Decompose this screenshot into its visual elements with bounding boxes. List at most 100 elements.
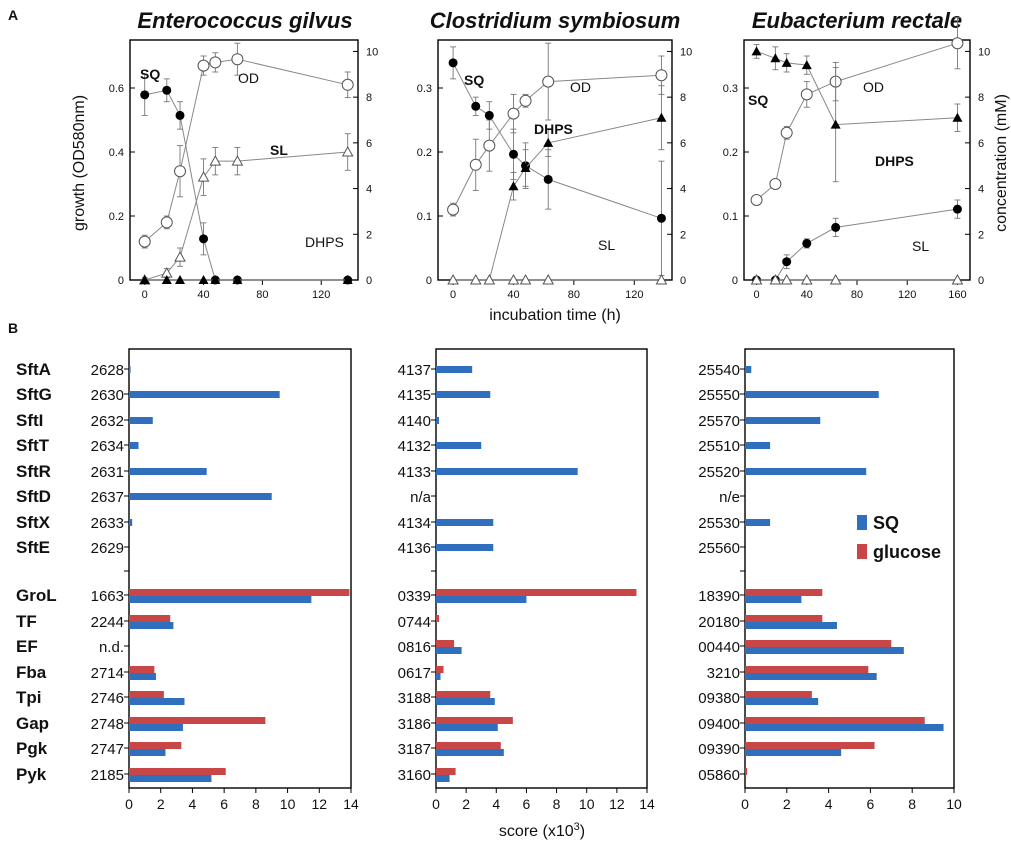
data-point [174,251,186,262]
category-label: 0744 [398,614,431,631]
data-point [769,178,782,190]
plot-frame [128,348,352,789]
category-label: 2634 [91,438,124,455]
data-point [543,174,553,184]
x-tick-label: 0 [753,289,759,301]
protein-label-pgk: Pgk [16,739,48,758]
x-tick-label: 160 [948,289,966,301]
y-tick-label: 0.2 [417,147,432,159]
series-label-od: OD [863,79,884,95]
category-label: 2748 [91,716,124,733]
bar-sq [436,698,495,705]
bar-charts: 0 2 4 6 8 10 12 1426282630263226342631263726332… [91,348,962,812]
data-point [342,275,353,284]
bar-glucose [745,717,925,724]
legend-swatch-sq [857,515,867,530]
bar-sq [745,366,752,373]
protein-label-sftx: SftX [16,513,51,532]
data-point [952,204,962,214]
bar-sq [436,596,527,603]
line-chart-2: Clostridium symbiosum 0 0.1 0.2 0.3 0 2 4 6 8 10 0 4… [417,8,693,324]
data-point [655,273,668,285]
category-label: 18390 [698,588,740,605]
protein-label-gap: Gap [16,714,49,733]
bar-glucose [129,589,350,596]
data-point [519,273,532,285]
data-point [175,275,186,284]
protein-label-ef: EF [16,637,38,656]
series-sq [751,44,963,183]
bar-sq [129,673,156,680]
protein-label-sftd: SftD [16,487,51,506]
x-tick-label: 0 [450,289,456,301]
data-point [655,69,668,82]
x-tick-label: 2 [157,796,165,812]
category-label: 2629 [91,540,124,557]
category-label: 25540 [698,362,740,379]
y2-tick-label: 10 [680,46,692,58]
data-point [770,53,781,63]
data-point [542,273,555,285]
bar-sq [129,749,166,756]
data-point [951,273,964,285]
y-tick-label: 0.1 [723,211,738,223]
category-label: 25520 [698,464,740,481]
protein-label-fba: Fba [16,663,47,682]
data-point [209,56,222,69]
plot-frame [743,39,971,281]
x-tick-label: 40 [801,289,813,301]
bar-chart-3: 0 2 4 6 8 10 25540 25550 25570 25510 25520 n/e 25530… [698,348,962,812]
left-y-axis-title: growth (OD580nm) [71,95,88,231]
x-tick-label: 4 [189,796,197,812]
x-tick-label: 12 [609,796,625,812]
panel-b-letter: B [8,320,18,336]
category-label: 3186 [398,716,431,733]
y2-tick-label: 8 [978,92,984,104]
category-label: 0339 [398,588,431,605]
series-sl [447,273,668,285]
bar-glucose [436,768,456,775]
plot-frame [744,348,955,789]
series-sq [140,73,353,285]
data-point [341,145,354,157]
bar-glucose [436,640,455,647]
protein-label-sfta: SftA [16,360,51,379]
category-label: 2185 [91,767,124,784]
category-label: 2746 [91,690,124,707]
protein-label-tf: TF [16,612,37,631]
data-point [162,85,172,95]
data-point [231,155,244,166]
category-label: 00440 [698,639,740,656]
data-point [209,155,222,166]
series-dhps [139,275,353,284]
y2-tick-label: 0 [366,275,372,287]
bar-glucose [129,717,266,724]
bar-sq [745,468,867,475]
x-tick-label: 2 [462,796,470,812]
category-label: 4137 [398,362,431,379]
data-point [831,222,841,232]
series-od [447,42,668,217]
y-tick-label: 0.6 [109,83,124,95]
panel-a-letter: A [8,7,18,23]
protein-label-pyk: Pyk [16,765,47,784]
bar-glucose [436,589,637,596]
data-point [508,149,518,159]
bar-glucose [436,666,444,673]
series-label-sl: SL [598,237,615,253]
category-label: 4133 [398,464,431,481]
bar-sq [129,468,207,475]
x-tick-label: 8 [908,796,916,812]
category-label: 25570 [698,413,740,430]
series-label-sl: SL [912,238,929,254]
bar-sq [436,647,462,654]
series-label-od: OD [570,79,591,95]
data-point [197,59,210,72]
category-label: 20180 [698,614,740,631]
category-label: 3187 [398,741,431,758]
bar-glucose [129,768,226,775]
bar-sq [436,468,578,475]
bar-chart-1: 0 2 4 6 8 10 12 14 2628 2630 2632 2634 2631 2637 2633 2… [91,348,359,812]
data-point [656,213,666,223]
bar-sq [129,417,153,424]
